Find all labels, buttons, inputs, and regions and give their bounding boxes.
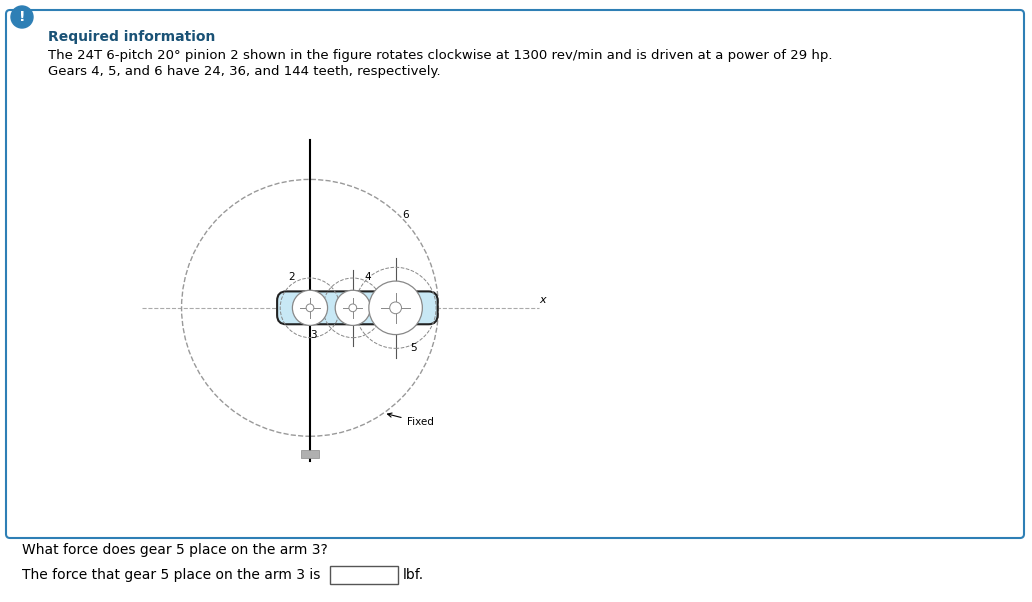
Text: lbf.: lbf. (404, 568, 424, 582)
Text: 6: 6 (402, 211, 409, 220)
Circle shape (335, 290, 370, 326)
FancyBboxPatch shape (6, 10, 1024, 538)
Circle shape (307, 304, 314, 312)
Bar (330, 566, 398, 584)
Text: 3: 3 (310, 330, 317, 340)
Text: The 24T 6-pitch 20° pinion 2 shown in the figure rotates clockwise at 1300 rev/m: The 24T 6-pitch 20° pinion 2 shown in th… (49, 49, 833, 63)
Text: 2: 2 (288, 272, 295, 282)
Bar (300, 450, 319, 459)
Text: 5: 5 (411, 343, 417, 353)
Text: Gears 4, 5, and 6 have 24, 36, and 144 teeth, respectively.: Gears 4, 5, and 6 have 24, 36, and 144 t… (49, 66, 441, 78)
Text: Required information: Required information (49, 30, 216, 44)
Text: The force that gear 5 place on the arm 3 is: The force that gear 5 place on the arm 3… (22, 568, 320, 582)
Text: !: ! (19, 10, 25, 24)
Circle shape (390, 302, 401, 314)
FancyBboxPatch shape (278, 291, 438, 324)
Text: Fixed: Fixed (388, 413, 433, 427)
Text: x: x (540, 295, 546, 305)
Text: 4: 4 (364, 272, 372, 282)
Circle shape (349, 304, 357, 312)
Circle shape (292, 290, 327, 326)
Circle shape (368, 281, 422, 335)
Text: What force does gear 5 place on the arm 3?: What force does gear 5 place on the arm … (22, 543, 328, 557)
Circle shape (11, 6, 33, 28)
